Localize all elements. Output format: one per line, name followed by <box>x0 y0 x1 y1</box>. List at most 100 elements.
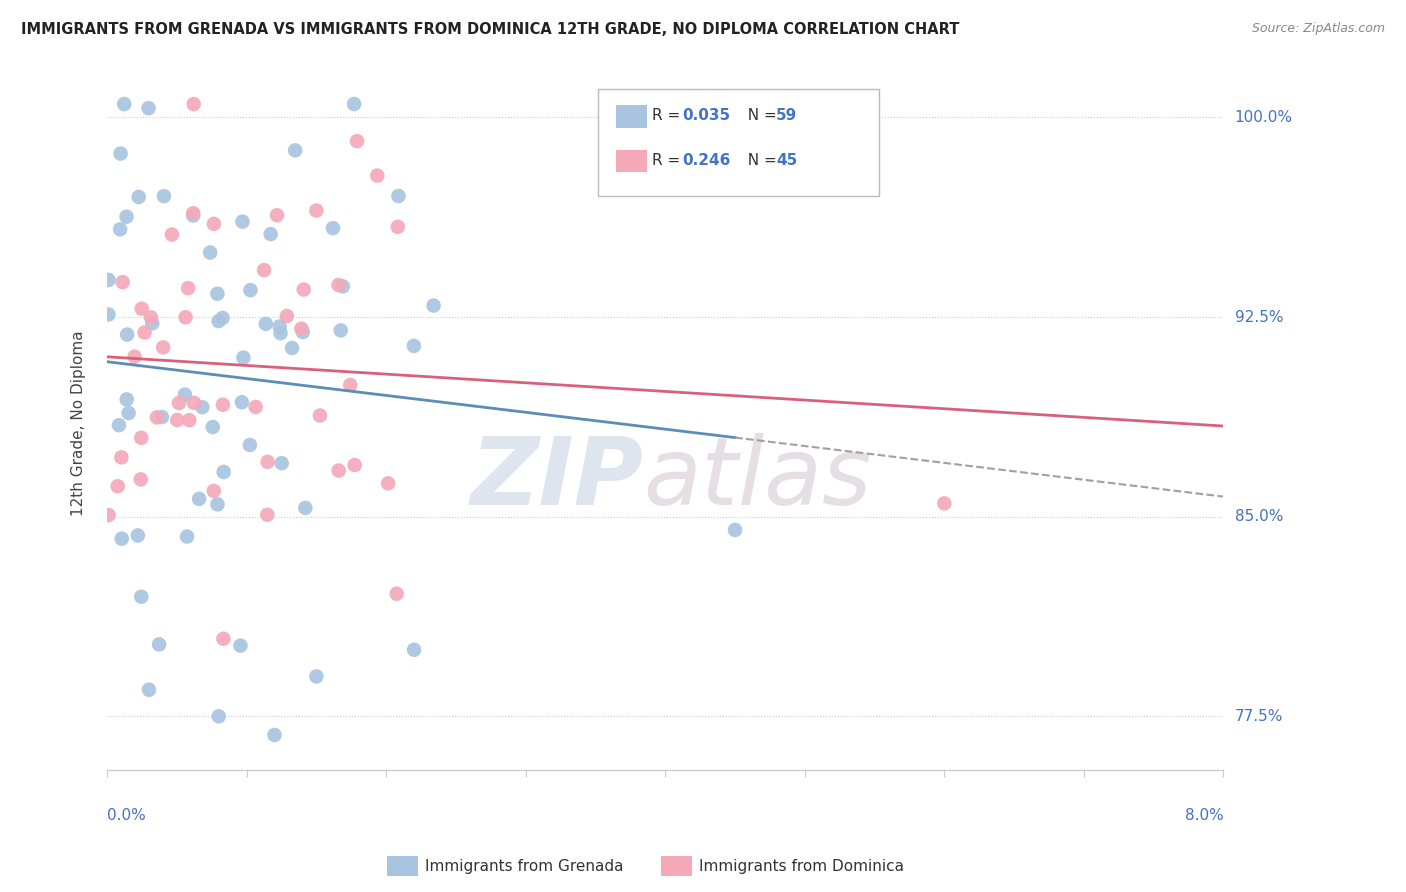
Point <box>270 326 292 341</box>
Point <box>212 398 235 412</box>
Point <box>260 227 283 241</box>
Point <box>404 642 426 657</box>
Point <box>198 245 221 260</box>
Point <box>309 409 332 423</box>
Text: 100.0%: 100.0% <box>1234 110 1292 125</box>
Point <box>385 587 408 601</box>
Point <box>97 308 120 322</box>
Text: N =: N = <box>738 109 782 123</box>
Point <box>387 189 409 203</box>
Point <box>212 632 235 646</box>
Point <box>115 392 138 407</box>
Text: 0.0%: 0.0% <box>107 808 146 823</box>
Point <box>402 339 425 353</box>
Point <box>179 413 201 427</box>
Point <box>387 219 409 234</box>
Point <box>328 277 350 292</box>
Text: Source: ZipAtlas.com: Source: ZipAtlas.com <box>1251 22 1385 36</box>
Point <box>128 190 150 204</box>
Text: 0.246: 0.246 <box>682 153 730 168</box>
Point <box>305 669 328 683</box>
Point <box>191 400 214 414</box>
Point <box>173 387 195 401</box>
Point <box>291 325 314 339</box>
Text: Immigrants from Dominica: Immigrants from Dominica <box>699 859 904 873</box>
Text: 8.0%: 8.0% <box>1185 808 1223 823</box>
Text: N =: N = <box>738 153 782 168</box>
Point <box>97 273 120 287</box>
Text: atlas: atlas <box>643 434 872 524</box>
Point <box>232 351 254 365</box>
Point <box>177 281 200 295</box>
Point <box>181 206 204 220</box>
Point <box>245 400 267 414</box>
Text: 92.5%: 92.5% <box>1234 310 1284 325</box>
Point <box>231 215 253 229</box>
Point <box>153 189 176 203</box>
Point <box>346 134 368 148</box>
Point <box>934 496 956 510</box>
Point <box>115 327 138 342</box>
Point <box>253 263 276 277</box>
Text: R =: R = <box>652 153 686 168</box>
Point <box>231 395 253 409</box>
Point <box>212 465 235 479</box>
Point <box>332 279 354 293</box>
Point <box>141 317 163 331</box>
Point <box>322 221 344 235</box>
Point <box>207 314 229 328</box>
Point <box>276 309 298 323</box>
Point <box>107 479 129 493</box>
Text: IMMIGRANTS FROM GRENADA VS IMMIGRANTS FROM DOMINICA 12TH GRADE, NO DIPLOMA CORRE: IMMIGRANTS FROM GRENADA VS IMMIGRANTS FR… <box>21 22 959 37</box>
Point <box>207 286 229 301</box>
Point <box>131 301 153 316</box>
Text: Immigrants from Grenada: Immigrants from Grenada <box>425 859 623 873</box>
Point <box>129 590 152 604</box>
Point <box>290 322 312 336</box>
Point <box>256 455 278 469</box>
Point <box>724 523 747 537</box>
Point <box>129 431 152 445</box>
Point <box>183 396 205 410</box>
Point <box>174 310 197 325</box>
Point <box>202 217 225 231</box>
Point <box>305 203 328 218</box>
Point <box>229 639 252 653</box>
Point <box>188 491 211 506</box>
Point <box>110 146 132 161</box>
Point <box>152 340 174 354</box>
Point <box>97 508 120 522</box>
Y-axis label: 12th Grade, No Diploma: 12th Grade, No Diploma <box>72 331 86 516</box>
Point <box>166 413 188 427</box>
Text: 77.5%: 77.5% <box>1234 709 1282 723</box>
Point <box>146 410 169 425</box>
Point <box>176 530 198 544</box>
Point <box>167 396 190 410</box>
Text: 59: 59 <box>776 109 797 123</box>
Point <box>343 458 366 472</box>
Point <box>108 418 131 433</box>
Point <box>284 144 307 158</box>
Point <box>269 319 291 334</box>
Text: ZIP: ZIP <box>470 433 643 524</box>
Point <box>201 420 224 434</box>
Point <box>108 222 131 236</box>
Point <box>111 532 134 546</box>
Point <box>239 283 262 297</box>
Point <box>329 323 352 337</box>
Point <box>112 97 135 112</box>
Point <box>256 508 278 522</box>
Point <box>254 317 277 331</box>
Point <box>294 500 316 515</box>
Point <box>129 472 152 486</box>
Point <box>115 210 138 224</box>
Text: 85.0%: 85.0% <box>1234 509 1282 524</box>
Point <box>292 283 315 297</box>
Text: 0.035: 0.035 <box>682 109 730 123</box>
Point <box>377 476 399 491</box>
Point <box>148 637 170 651</box>
Point <box>339 378 361 392</box>
Point <box>211 311 233 326</box>
Point <box>134 326 156 340</box>
Point <box>110 450 132 465</box>
